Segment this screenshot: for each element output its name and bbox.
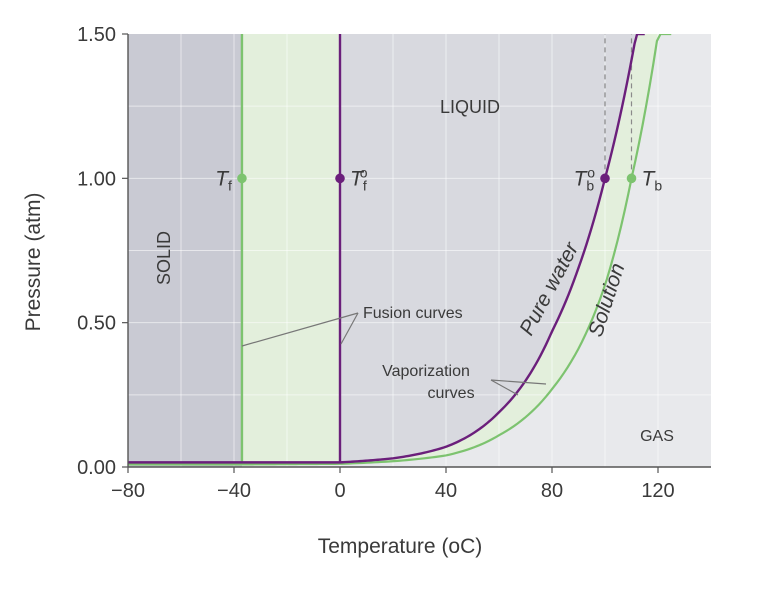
point-marker-3 [626, 173, 637, 184]
point-label-2: Tbo [574, 164, 596, 193]
vaporization-shift-band [340, 34, 658, 464]
annotation-vaporization: Vaporization [382, 363, 470, 380]
y-axis-label: Pressure (atm) [22, 193, 45, 332]
y-tick-label: 1.00 [77, 168, 116, 190]
fusion-leader-water [340, 312, 359, 345]
x-axis-label: Temperature (oC) [318, 535, 483, 558]
region-label-gas: GAS [640, 428, 674, 445]
annotation-fusion-curves: Fusion curves [363, 305, 463, 322]
point-marker-1 [335, 173, 345, 184]
liquid-region [340, 34, 637, 463]
x-tick-label: −40 [217, 480, 251, 502]
x-tick-label: 40 [435, 480, 457, 502]
point-label-0: Tf [215, 167, 232, 193]
solution-vaporization-curve [128, 34, 672, 466]
y-tick-label: 0.00 [77, 457, 116, 479]
water-vaporization-curve [128, 34, 645, 464]
point-label-1: Tfo [350, 164, 368, 193]
region-label-solid: SOLID [154, 231, 174, 285]
vapor-leader-water [490, 379, 519, 396]
point-marker-0 [237, 173, 247, 184]
x-tick-label: 80 [541, 480, 563, 502]
y-tick-label: 1.50 [77, 24, 116, 46]
fusion-shift-band [241, 34, 340, 464]
x-tick-label: 0 [334, 480, 345, 502]
vapor-leader-solution [490, 379, 547, 385]
annotation-curves: curves [427, 385, 474, 402]
region-label-liquid: LIQUID [440, 97, 500, 117]
point-marker-2 [600, 173, 610, 184]
y-tick-label: 0.50 [77, 313, 116, 335]
x-tick-label: −80 [111, 480, 145, 502]
x-tick-label: 120 [641, 480, 674, 502]
fusion-leader-solution [241, 312, 359, 347]
